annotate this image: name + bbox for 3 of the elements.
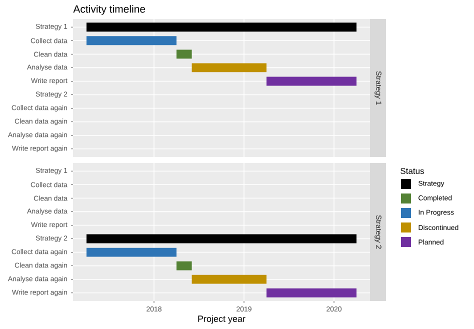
chart-title: Activity timeline: [73, 5, 146, 15]
legend-title: Status: [400, 168, 424, 174]
x-axis-title: Project year: [198, 315, 246, 324]
